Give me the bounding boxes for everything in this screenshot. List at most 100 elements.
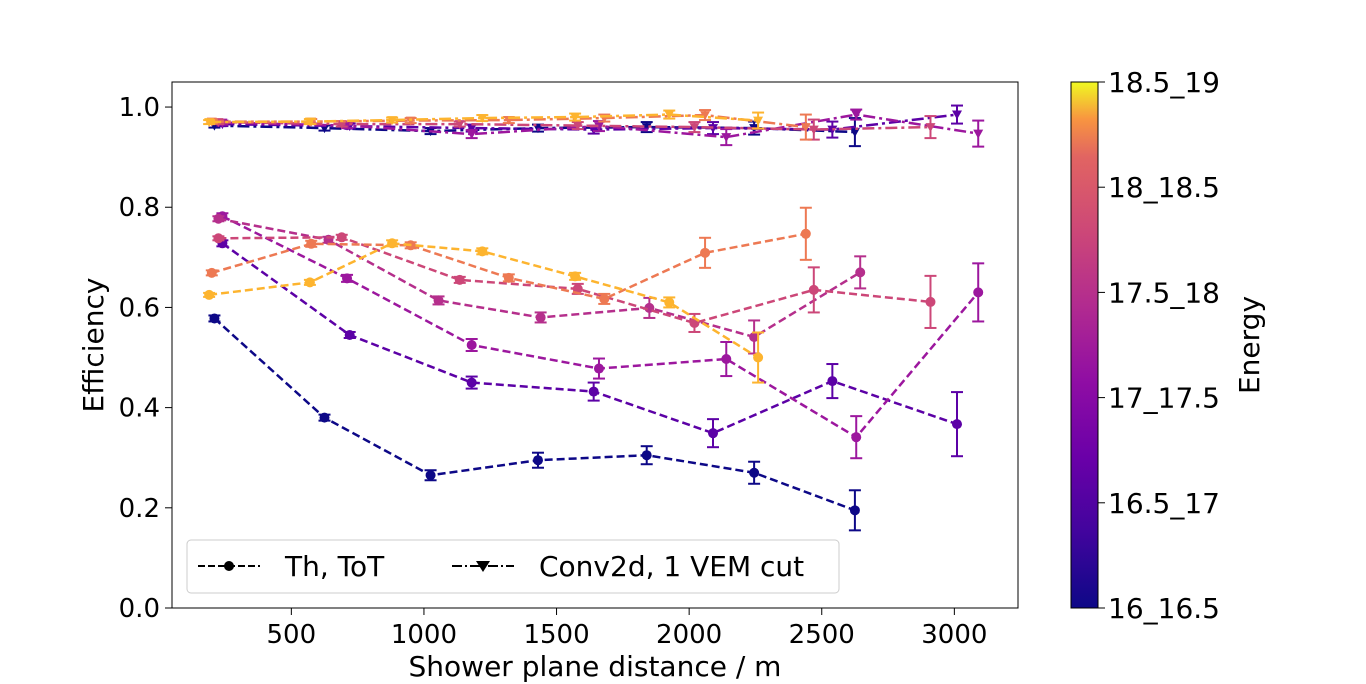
data-point	[425, 470, 436, 481]
series-layer	[203, 104, 985, 532]
series	[203, 238, 765, 384]
colorbar-tick-label: 18.5_19	[1108, 66, 1220, 99]
legend-entry-conv2d: Conv2d, 1 VEM cut	[452, 550, 804, 583]
legend-entry-th-tot: Th, ToT	[198, 550, 385, 583]
y-axis-label: Efficiency	[77, 278, 110, 413]
data-point	[952, 110, 963, 120]
data-point	[855, 267, 866, 278]
data-point	[304, 117, 315, 127]
data-point	[664, 297, 675, 308]
data-point	[851, 110, 862, 120]
data-point	[570, 113, 581, 123]
data-point	[477, 114, 488, 124]
data-point	[753, 352, 764, 363]
plot-area	[172, 82, 1018, 608]
data-point	[851, 432, 862, 443]
data-point	[387, 238, 398, 249]
data-point	[808, 284, 819, 295]
data-point	[306, 238, 317, 249]
data-point	[204, 118, 215, 128]
data-point	[753, 116, 764, 126]
series	[216, 238, 964, 458]
data-point	[749, 331, 760, 342]
data-point	[700, 247, 711, 258]
data-point	[973, 287, 984, 298]
data-point	[599, 293, 610, 304]
series	[212, 232, 937, 333]
x-tick-label: 2000	[656, 620, 722, 650]
data-point	[689, 123, 700, 133]
data-point	[454, 120, 465, 130]
colorbar-tick-label: 17.5_18	[1108, 276, 1220, 309]
data-point	[342, 273, 353, 284]
colorbar-gradient	[1070, 81, 1099, 609]
data-point	[477, 246, 488, 257]
data-point	[593, 363, 604, 374]
data-point	[535, 312, 546, 323]
data-point	[925, 123, 936, 133]
x-tick-label: 1000	[391, 620, 457, 650]
data-point	[466, 340, 477, 350]
data-point	[213, 233, 224, 244]
data-point	[749, 467, 760, 478]
y-tick-label: 0.0	[119, 594, 160, 624]
series	[208, 313, 861, 532]
colorbar-tick-label: 16_16.5	[1108, 592, 1220, 625]
data-point	[466, 377, 477, 388]
data-point	[925, 296, 936, 307]
data-point	[304, 277, 315, 288]
data-point	[532, 455, 543, 466]
y-tick-label: 0.2	[119, 494, 160, 524]
data-point	[466, 130, 477, 140]
axes-layer: 500 1000 1500 2000 2500 3000 0.0 0.2 0.4 0.6 0.8 1.…	[119, 93, 988, 650]
colorbar-label: Energy	[1233, 296, 1266, 394]
legend: Th, ToT Conv2d, 1 VEM cut	[186, 539, 840, 594]
y-tick-label: 0.6	[119, 293, 160, 323]
data-point	[344, 329, 355, 340]
x-tick-label: 500	[267, 620, 317, 650]
data-point	[721, 133, 732, 143]
data-point	[708, 428, 719, 439]
data-point	[973, 129, 984, 139]
data-point	[800, 228, 811, 239]
x-tick-label: 3000	[921, 620, 987, 650]
data-point	[213, 213, 224, 224]
colorbar-tick-label: 18_18.5	[1108, 171, 1220, 204]
data-point	[503, 272, 514, 283]
data-point	[466, 124, 477, 134]
data-point	[849, 128, 860, 138]
colorbar-ticks: 16_16.5 16.5_17 17_17.5 17.5_18 18_18.5 18.5_…	[1098, 66, 1220, 625]
legend-label-th-tot: Th, ToT	[284, 550, 385, 583]
x-tick-label: 2500	[789, 620, 855, 650]
data-point	[664, 110, 675, 120]
data-point	[588, 125, 599, 135]
data-point	[433, 295, 444, 306]
legend-label-conv2d: Conv2d, 1 VEM cut	[539, 550, 804, 583]
data-point	[454, 274, 465, 285]
series	[212, 213, 867, 355]
data-point	[593, 122, 604, 132]
x-tick-label: 1500	[523, 620, 589, 650]
data-point	[570, 271, 581, 282]
data-point	[800, 123, 811, 133]
data-point	[319, 412, 330, 423]
data-point	[827, 125, 838, 135]
data-point	[952, 419, 963, 430]
data-point	[808, 125, 819, 135]
series	[216, 211, 985, 460]
data-point	[204, 289, 215, 300]
data-point	[849, 505, 860, 516]
data-point	[209, 313, 220, 324]
data-point	[721, 354, 732, 365]
data-point	[336, 232, 347, 243]
y-tick-label: 0.8	[119, 193, 160, 223]
data-point	[588, 386, 599, 397]
data-point	[405, 116, 416, 126]
data-point	[206, 267, 217, 278]
data-point	[827, 376, 838, 387]
data-point	[387, 116, 398, 126]
series	[205, 206, 812, 305]
series	[212, 115, 937, 141]
y-tick-label: 1.0	[119, 93, 160, 123]
colorbar-tick-label: 16.5_17	[1108, 487, 1220, 520]
